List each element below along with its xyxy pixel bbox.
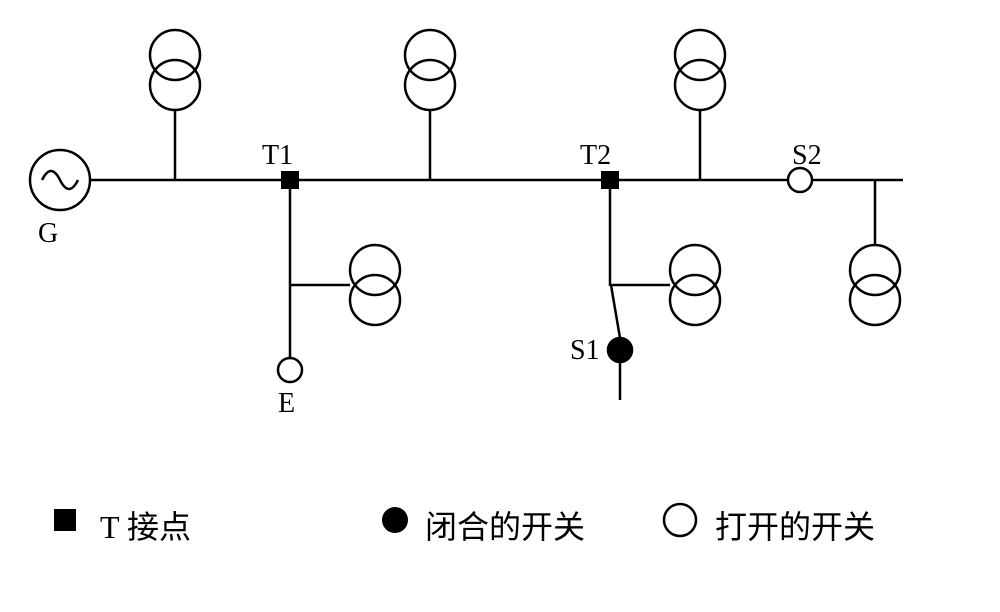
diagram-canvas: G T1 T2 S2 S1 E T 接点 闭合的开关 打开的开关: [0, 0, 1000, 612]
tx-top-2-coil-a: [405, 30, 455, 80]
tx-mid-2-coil-a: [670, 245, 720, 295]
tx-mid-1-coil-a: [350, 245, 400, 295]
source-label: G: [38, 218, 58, 250]
t1-label: T1: [262, 140, 293, 172]
tx-mid-1-coil-b: [350, 275, 400, 325]
tx-right-coil-a: [850, 245, 900, 295]
t2-down-line-b: [611, 285, 620, 338]
e-label: E: [278, 388, 295, 420]
tx-top-2-coil-b: [405, 60, 455, 110]
t2-label: T2: [580, 140, 611, 172]
tx-right-coil-b: [850, 275, 900, 325]
tx-mid-2-coil-b: [670, 275, 720, 325]
legend-filled-circle-icon: [382, 507, 408, 533]
node-e-open-switch-icon: [278, 358, 302, 382]
legend-t-label: T 接点: [100, 502, 191, 548]
s1-label: S1: [570, 335, 600, 367]
legend-closed-label: 闭合的开关: [425, 502, 585, 548]
legend-open-circle-icon: [664, 504, 696, 536]
legend-square-icon: [54, 509, 76, 531]
legend-open-label: 打开的开关: [715, 502, 875, 548]
tx-top-3-coil-a: [675, 30, 725, 80]
node-s1-closed-switch-icon: [608, 338, 632, 362]
sine-icon: [42, 171, 78, 189]
tx-top-3-coil-b: [675, 60, 725, 110]
tx-top-1-coil-a: [150, 30, 200, 80]
tx-top-1-coil-b: [150, 60, 200, 110]
s2-label: S2: [792, 140, 822, 172]
